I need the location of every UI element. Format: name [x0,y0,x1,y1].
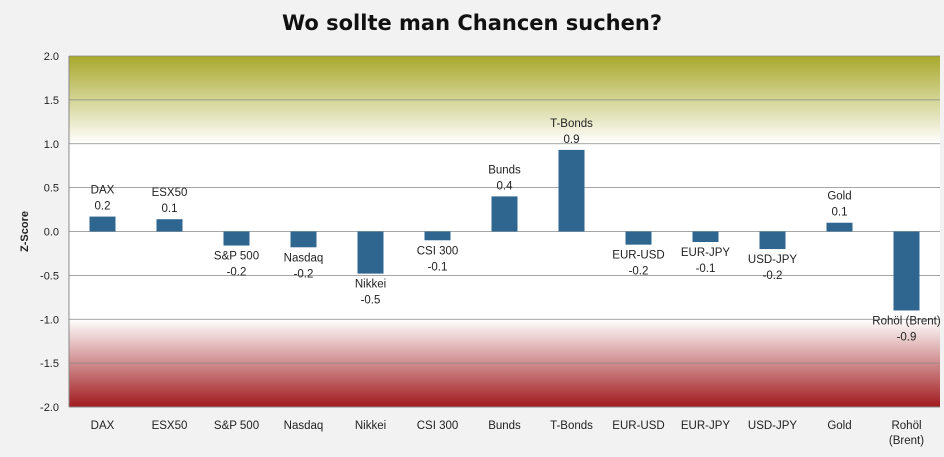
bar [692,231,719,243]
data-label-name: S&P 500 [214,251,259,263]
bar [424,231,451,241]
plot-area: 2.0 1.5 1.0 0.5 0.0 -0.5 -1.0 -1.5 -2.0 DAX 0.2 DAX… [40,51,941,447]
x-tick-label: DAX [91,420,115,432]
data-label-name: Gold [827,191,851,203]
data-label-name: USD-JPY [748,254,798,266]
data-label-name: Nasdaq [284,252,324,264]
data-label-name: Rohöl (Brent) [872,315,941,327]
x-tick-label: Nasdaq [284,420,324,432]
x-tick-label: EUR-USD [612,420,664,432]
bar [89,216,116,232]
y-tick-label: 0.5 [44,183,59,195]
y-tick-label: 2.0 [44,51,59,63]
data-label-name: EUR-JPY [681,247,731,259]
data-label-value: 0.1 [162,203,178,215]
bar [223,231,250,246]
x-tick-label: Rohöl [891,420,921,432]
data-label-name: EUR-USD [612,250,664,262]
y-axis-label: Z-Score [19,211,31,252]
x-tick-label: EUR-JPY [681,420,731,432]
y-tick-label: -1.5 [40,358,59,370]
x-tick-label: ESX50 [152,420,188,432]
y-tick-label: -1.0 [40,314,59,326]
bar [558,149,585,232]
y-tick-label: 0.0 [44,227,59,239]
data-label-value: 0.2 [95,201,111,213]
x-tick-label: USD-JPY [748,420,798,432]
y-tick-label: -2.0 [40,402,59,414]
y-tick-label: 1.5 [44,95,59,107]
data-label-value: -0.9 [897,331,917,343]
data-label-name: DAX [91,185,115,197]
bar [625,231,652,245]
bar [290,231,317,248]
y-tick-label: 1.0 [44,139,59,151]
x-tick-label: (Brent) [889,435,924,447]
bar [826,222,853,232]
bar [759,231,786,250]
data-label-value: 0.1 [832,207,848,219]
data-label-value: 0.9 [564,134,580,146]
data-label-name: T-Bonds [550,118,593,130]
data-label-name: CSI 300 [417,245,459,257]
data-label-name: Nikkei [355,279,386,291]
x-tick-label: Nikkei [355,420,386,432]
data-label-name: ESX50 [152,187,188,199]
y-tick-label: -0.5 [40,270,59,282]
x-tick-label: Bunds [488,420,521,432]
data-label-value: -0.2 [763,270,783,282]
chart-title: Wo sollte man Chancen suchen? [282,11,662,35]
data-label-value: -0.2 [294,268,314,280]
data-label-value: -0.1 [428,261,448,273]
data-label-value: -0.5 [361,295,381,307]
bar [491,196,518,232]
x-tick-label: CSI 300 [417,420,459,432]
bar [893,231,920,311]
data-label-value: -0.2 [629,266,649,278]
data-label-value: -0.1 [696,263,716,275]
x-tick-label: Gold [827,420,851,432]
x-tick-label: S&P 500 [214,420,259,432]
data-label-value: 0.4 [497,180,514,192]
data-label-name: Bunds [488,164,521,176]
data-label-value: -0.2 [227,267,247,279]
x-tick-label: T-Bonds [550,420,593,432]
bar [357,231,384,274]
bar [156,219,183,232]
